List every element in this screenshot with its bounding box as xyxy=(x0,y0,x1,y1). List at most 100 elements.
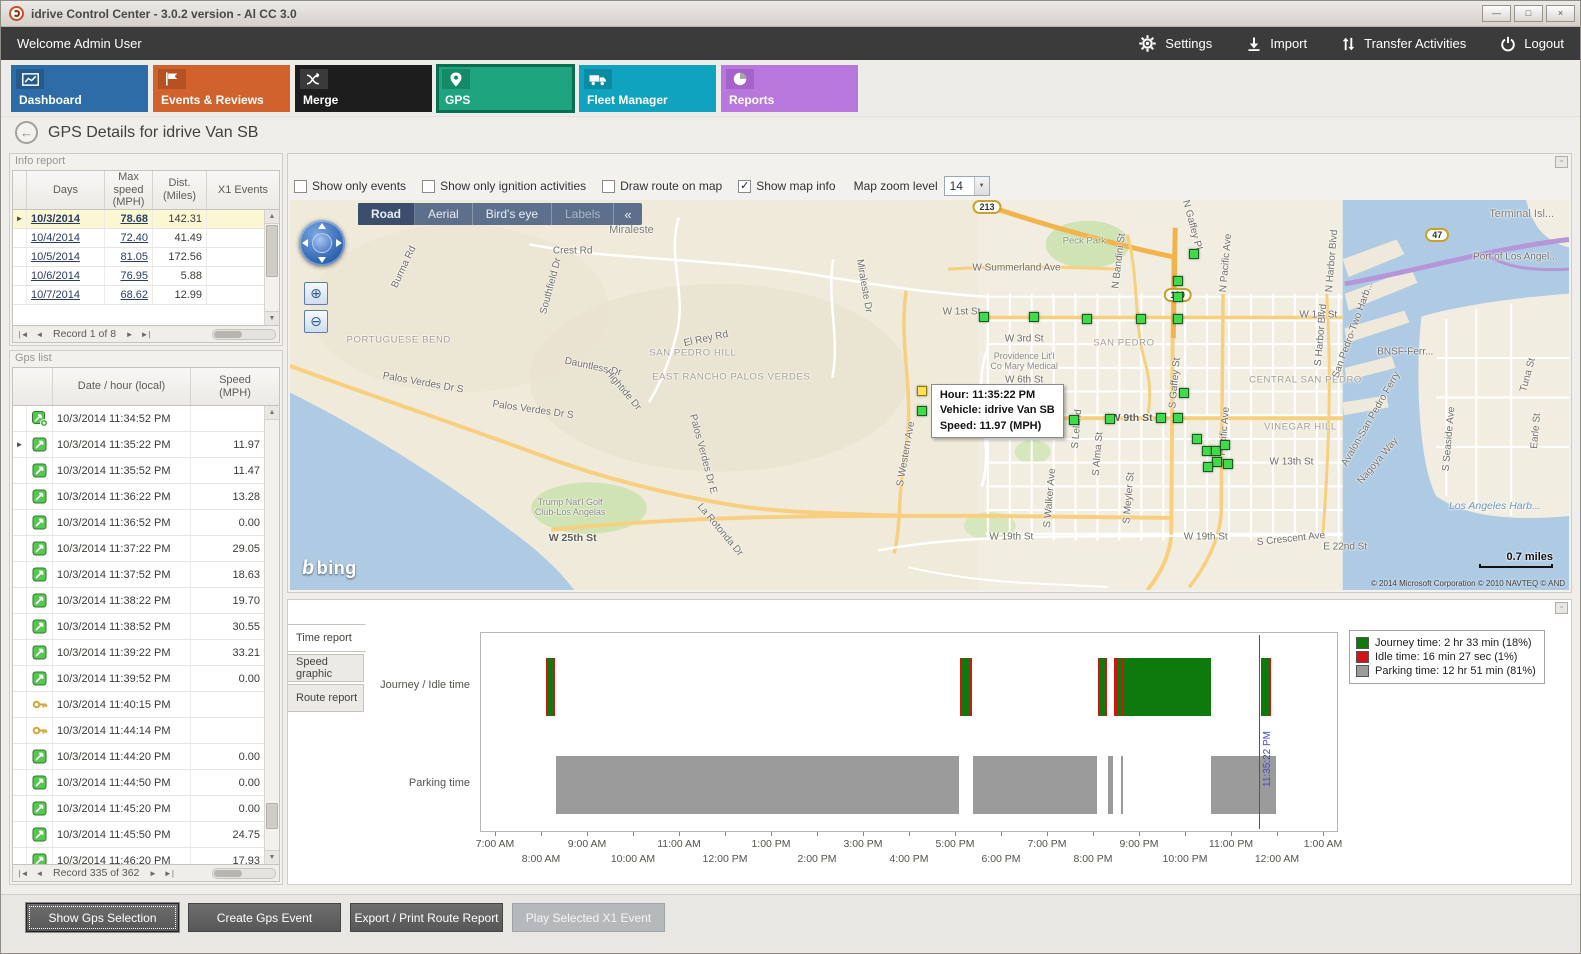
map-view-labels-button[interactable]: Labels xyxy=(552,203,615,225)
info-report-row[interactable]: 10/5/2014 81.05 172.56 xyxy=(13,247,264,267)
nav-tile-reports[interactable]: Reports xyxy=(721,65,858,112)
days-cell[interactable]: 10/6/2014 xyxy=(27,266,105,285)
map-zoom-in-button[interactable]: ⊕ xyxy=(304,282,328,305)
datetime-cell[interactable]: 10/3/2014 11:37:22 PM xyxy=(53,536,191,561)
record-next-button[interactable]: ► xyxy=(148,868,157,878)
datetime-cell[interactable]: 10/3/2014 11:36:22 PM xyxy=(53,484,191,509)
datetime-cell[interactable]: 10/3/2014 11:45:20 PM xyxy=(53,796,191,821)
map-view-road-button[interactable]: Road xyxy=(358,203,415,225)
minimize-button[interactable]: — xyxy=(1482,5,1511,22)
days-cell[interactable]: 10/7/2014 xyxy=(27,285,105,304)
gps-marker[interactable] xyxy=(1172,413,1183,423)
gps-list-row[interactable]: 10/3/2014 11:44:50 PM 0.00 xyxy=(13,770,264,796)
map-view-aerial-button[interactable]: Aerial xyxy=(415,203,473,225)
datetime-cell[interactable]: 10/3/2014 11:44:50 PM xyxy=(53,770,191,795)
header-x1-events[interactable]: X1 Events xyxy=(217,183,269,196)
create-gps-event-button[interactable]: Create Gps Event xyxy=(188,903,341,932)
gps-marker[interactable] xyxy=(1172,291,1183,302)
gps-list-row[interactable]: 10/3/2014 11:34:52 PM xyxy=(13,406,264,432)
record-last-button[interactable]: ►| xyxy=(163,868,174,878)
map-zoom-select[interactable]: 14 ▼ xyxy=(943,176,990,196)
header-max-speed[interactable]: Max speed (MPH) xyxy=(105,171,153,209)
datetime-cell[interactable]: 10/3/2014 11:46:20 PM xyxy=(53,848,191,864)
gps-marker[interactable] xyxy=(1155,413,1166,423)
time-cursor[interactable] xyxy=(1259,635,1261,829)
checkbox-show-only-events[interactable]: Show only events xyxy=(294,179,406,193)
nav-tile-merge[interactable]: Merge xyxy=(295,65,432,112)
show-gps-selection-button[interactable]: Show Gps Selection xyxy=(26,903,179,932)
tab-time-report[interactable]: Time report xyxy=(288,624,366,652)
gps-marker[interactable] xyxy=(1069,415,1080,426)
gps-list-row[interactable]: 10/3/2014 11:44:14 PM xyxy=(13,718,264,744)
datetime-cell[interactable]: 10/3/2014 11:44:20 PM xyxy=(53,744,191,769)
gps-marker[interactable] xyxy=(1219,439,1230,450)
checkbox-show-map-info[interactable]: ✓ Show map info xyxy=(738,179,836,193)
scroll-up-icon[interactable]: ▲ xyxy=(265,209,279,224)
datetime-cell[interactable]: 10/3/2014 11:34:52 PM xyxy=(53,406,191,431)
gps-marker[interactable] xyxy=(1081,313,1092,324)
datetime-cell[interactable]: 10/3/2014 11:38:52 PM xyxy=(53,614,191,639)
info-report-row[interactable]: 10/4/2014 72.40 41.49 xyxy=(13,228,264,248)
map-viewbar-collapse-button[interactable]: « xyxy=(624,206,632,222)
gps-list-row[interactable]: 10/3/2014 11:36:22 PM 13.28 xyxy=(13,484,264,510)
gps-list-row[interactable]: 10/3/2014 11:38:22 PM 19.70 xyxy=(13,588,264,614)
max-speed-cell[interactable]: 81.05 xyxy=(105,247,153,266)
days-cell[interactable]: 10/5/2014 xyxy=(27,247,105,266)
gps-marker[interactable] xyxy=(1172,276,1183,287)
gps-marker[interactable] xyxy=(1135,313,1146,324)
scroll-down-icon[interactable]: ▼ xyxy=(265,311,279,325)
max-speed-cell[interactable]: 72.40 xyxy=(105,228,153,247)
map-compass-control[interactable] xyxy=(299,220,345,266)
record-prev-button[interactable]: ◄ xyxy=(35,329,44,339)
datetime-cell[interactable]: 10/3/2014 11:38:22 PM xyxy=(53,588,191,613)
nav-tile-dashboard[interactable]: Dashboard xyxy=(11,65,148,112)
info-report-row[interactable]: 10/7/2014 68.62 12.99 xyxy=(13,285,264,305)
gps-list-row[interactable]: 10/3/2014 11:37:52 PM 18.63 xyxy=(13,562,264,588)
scrollbar-thumb[interactable] xyxy=(214,869,242,877)
gps-marker[interactable] xyxy=(1172,313,1183,324)
import-button[interactable]: Import xyxy=(1246,36,1307,52)
chart-panel-collapse-button[interactable]: ▫ xyxy=(1555,602,1568,614)
horizontal-scrollbar[interactable] xyxy=(212,867,276,879)
datetime-cell[interactable]: 10/3/2014 11:39:22 PM xyxy=(53,640,191,665)
header-days[interactable]: Days xyxy=(27,171,105,209)
gps-list-row[interactable]: 10/3/2014 11:44:20 PM 0.00 xyxy=(13,744,264,770)
scrollbar-thumb[interactable] xyxy=(266,803,278,829)
nav-tile-events-reviews[interactable]: Events & Reviews xyxy=(153,65,290,112)
checkbox-box[interactable]: ✓ xyxy=(738,179,752,193)
checkbox-box[interactable] xyxy=(602,179,616,193)
map-panel-collapse-button[interactable]: ▫ xyxy=(1555,156,1568,168)
record-first-button[interactable]: |◄ xyxy=(18,329,29,339)
pan-north-icon[interactable] xyxy=(318,223,326,229)
record-first-button[interactable]: |◄ xyxy=(18,868,29,878)
maximize-button[interactable]: □ xyxy=(1514,5,1543,22)
gps-list-row[interactable]: 10/3/2014 11:39:52 PM 0.00 xyxy=(13,666,264,692)
scroll-up-icon[interactable]: ▲ xyxy=(265,406,279,420)
gps-list-row[interactable]: 10/3/2014 11:46:20 PM 17.93 xyxy=(13,848,264,864)
header-dist[interactable]: Dist. (Miles) xyxy=(153,171,207,209)
gps-list-row[interactable]: 10/3/2014 11:38:52 PM 30.55 xyxy=(13,614,264,640)
gps-list-row[interactable]: 10/3/2014 11:45:50 PM 24.75 xyxy=(13,822,264,848)
header-speed[interactable]: Speed (MPH) xyxy=(219,373,251,399)
horizontal-scrollbar[interactable] xyxy=(212,328,276,340)
gps-list-row[interactable]: 10/3/2014 11:35:52 PM 11.47 xyxy=(13,458,264,484)
record-prev-button[interactable]: ◄ xyxy=(35,868,44,878)
export-print-route-report-button[interactable]: Export / Print Route Report xyxy=(350,903,503,932)
transfer-activities-button[interactable]: Transfer Activities xyxy=(1341,36,1466,52)
gps-marker[interactable] xyxy=(1189,249,1200,260)
checkbox-show-only-ignition-activities[interactable]: Show only ignition activities xyxy=(422,179,586,193)
nav-tile-gps[interactable]: GPS xyxy=(436,64,575,113)
selected-gps-marker[interactable] xyxy=(916,386,927,397)
max-speed-cell[interactable]: 76.95 xyxy=(105,266,153,285)
record-last-button[interactable]: ►| xyxy=(140,329,151,339)
info-report-row[interactable]: ► 10/3/2014 78.68 142.31 xyxy=(13,209,264,229)
record-next-button[interactable]: ► xyxy=(125,329,134,339)
logout-button[interactable]: Logout xyxy=(1500,36,1564,52)
gps-list-row[interactable]: ► 10/3/2014 11:35:22 PM 11.97 xyxy=(13,432,264,458)
gps-marker[interactable] xyxy=(1212,457,1223,468)
scrollbar-thumb[interactable] xyxy=(266,224,278,277)
gps-marker[interactable] xyxy=(1191,434,1202,445)
gps-marker[interactable] xyxy=(1104,414,1115,425)
gps-marker[interactable] xyxy=(1203,461,1214,472)
datetime-cell[interactable]: 10/3/2014 11:35:52 PM xyxy=(53,458,191,483)
